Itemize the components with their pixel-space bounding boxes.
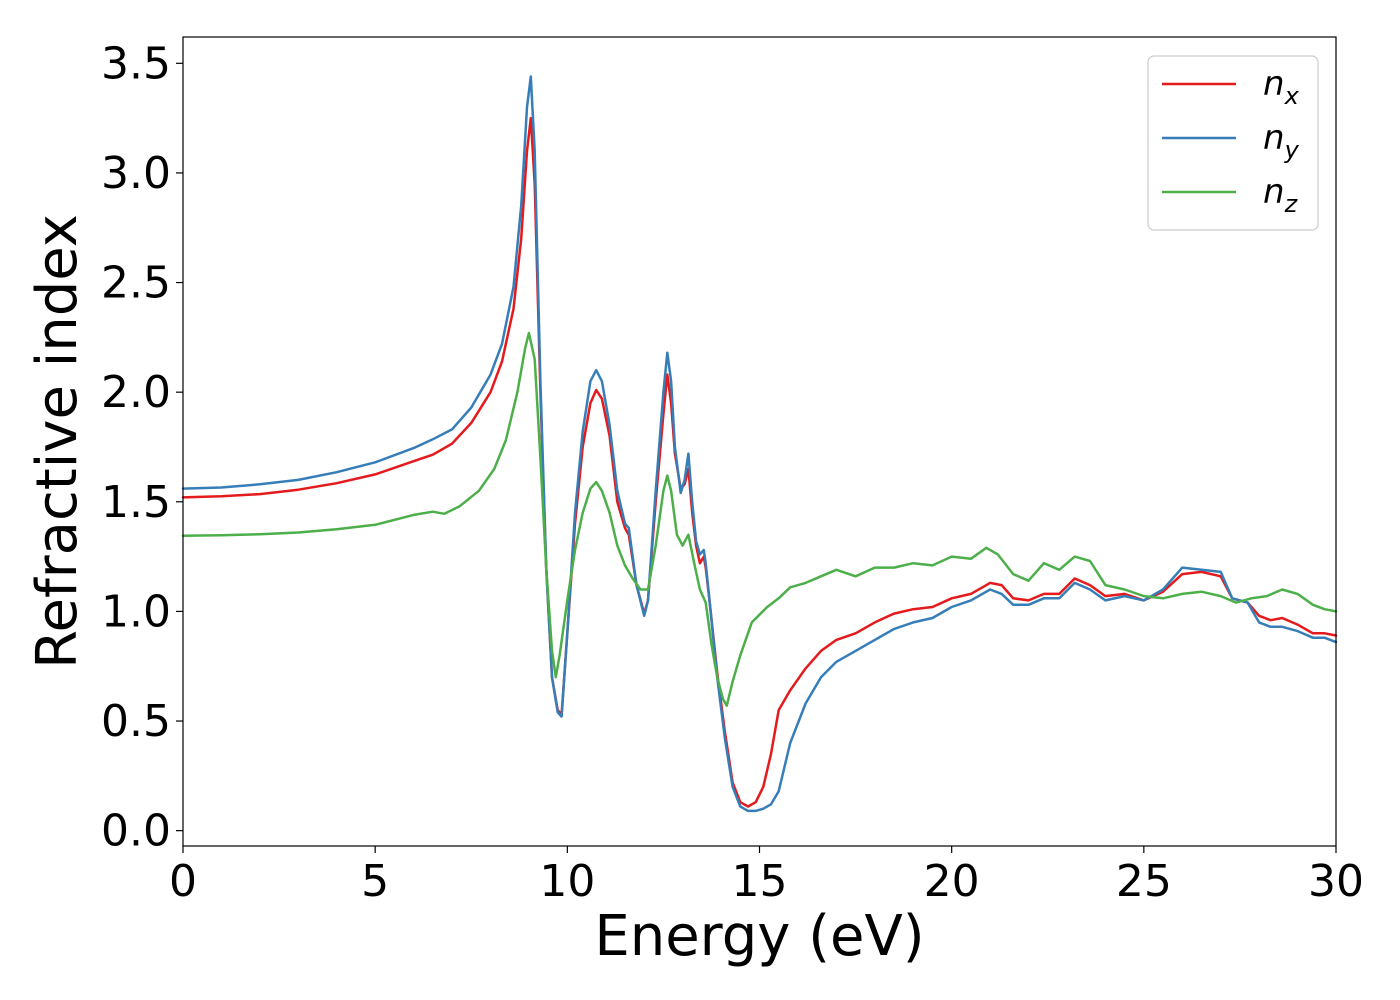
y-tick-label: 2.5 — [101, 258, 171, 309]
y-tick-label: 1.0 — [101, 586, 171, 637]
y-axis-label: Refractive index — [25, 214, 90, 669]
x-tick-label: 15 — [732, 856, 788, 907]
x-tick-label: 5 — [361, 856, 389, 907]
x-axis: 0 5 10 15 20 25 30 — [169, 846, 1364, 907]
legend-label-z: nz — [1263, 172, 1299, 218]
plot-area — [183, 37, 1336, 846]
x-axis-label: Energy (eV) — [594, 904, 924, 969]
x-tick-label: 30 — [1308, 856, 1364, 907]
series-layer — [181, 75, 1338, 813]
x-tick-label: 0 — [169, 856, 197, 907]
legend-label-y: ny — [1263, 118, 1300, 164]
y-axis: 0.0 0.5 1.0 1.5 2.0 2.5 3.0 3.5 — [101, 38, 183, 857]
legend-label-x: nx — [1263, 64, 1300, 110]
x-tick-label: 25 — [1116, 856, 1172, 907]
y-tick-label: 3.5 — [101, 38, 171, 89]
y-tick-label: 0.0 — [101, 806, 171, 857]
y-tick-label: 0.5 — [101, 696, 171, 747]
x-tick-label: 10 — [539, 856, 595, 907]
y-tick-label: 2.0 — [101, 367, 171, 418]
x-tick-label: 20 — [924, 856, 980, 907]
y-tick-label: 1.5 — [101, 477, 171, 528]
series-line-y — [181, 75, 1338, 813]
legend: nx ny nz — [1147, 55, 1319, 231]
series-line-z — [181, 331, 1338, 707]
y-tick-label: 3.0 — [101, 148, 171, 199]
legend-box — [1147, 55, 1319, 231]
